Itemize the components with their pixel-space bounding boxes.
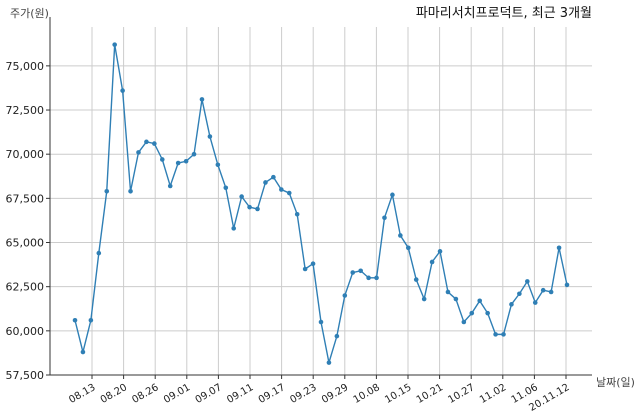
x-tick-label: 11.02 <box>478 382 508 406</box>
data-point <box>199 97 205 102</box>
data-point <box>366 275 371 281</box>
x-tick-labels: 08.13 08.20 08.26 09.01 09.07 09.11 09.17 09.23… <box>67 382 571 414</box>
data-point <box>88 317 94 323</box>
data-point <box>96 250 102 256</box>
data-point <box>215 162 221 168</box>
data-point <box>279 187 284 192</box>
x-axis-label: 날짜(일) <box>596 375 635 389</box>
data-point <box>548 289 554 295</box>
x-tick-label: 09.17 <box>257 382 287 406</box>
price-series <box>72 42 570 365</box>
data-point <box>326 360 332 365</box>
data-point <box>564 282 570 288</box>
data-point <box>477 298 483 304</box>
data-point <box>136 150 141 155</box>
data-point <box>405 245 411 251</box>
data-point <box>350 270 356 275</box>
axes <box>46 17 592 379</box>
y-tick-label: 67,500 <box>6 192 45 205</box>
y-axis-label: 주가(원) <box>10 7 49 20</box>
x-tick-label: 09.07 <box>194 382 224 406</box>
data-point <box>382 215 387 221</box>
data-point <box>485 310 490 316</box>
data-point <box>469 310 475 316</box>
y-tick-label: 60,000 <box>6 325 45 338</box>
data-point <box>532 300 538 305</box>
data-point <box>128 188 133 194</box>
data-point <box>509 302 514 307</box>
x-tick-label: 09.29 <box>320 382 350 406</box>
data-point <box>239 194 244 199</box>
grid-lines <box>50 27 592 376</box>
data-point <box>144 139 149 145</box>
x-tick-label: 10.21 <box>415 382 445 406</box>
data-point <box>271 174 276 180</box>
x-tick-label: 09.23 <box>288 382 318 406</box>
y-tick-label: 65,000 <box>6 237 45 250</box>
data-point <box>112 42 117 47</box>
data-point <box>159 157 165 162</box>
data-point <box>525 279 530 284</box>
x-tick-label: 09.01 <box>162 382 192 406</box>
data-point <box>493 332 498 337</box>
data-point <box>556 245 562 251</box>
data-point <box>263 180 268 185</box>
series-line <box>74 44 568 363</box>
data-point <box>501 332 506 337</box>
data-point <box>286 190 292 196</box>
data-point <box>255 206 260 212</box>
data-point <box>398 233 403 238</box>
data-point <box>302 266 308 272</box>
data-point <box>310 261 316 267</box>
x-tick-label: 10.27 <box>446 382 476 406</box>
data-point <box>223 185 229 191</box>
data-point <box>247 204 252 210</box>
data-point <box>231 226 237 231</box>
x-tick-label: 08.26 <box>130 382 160 406</box>
y-tick-labels: 57,500 60,000 62,500 65,000 67,500 70,000 72,5… <box>6 60 45 382</box>
data-point <box>167 183 173 189</box>
y-tick-label: 57,500 <box>6 369 45 382</box>
x-tick-label: 09.11 <box>225 382 255 406</box>
y-tick-label: 75,000 <box>6 60 45 73</box>
y-tick-label: 72,500 <box>6 104 45 117</box>
data-point <box>175 160 181 166</box>
data-point <box>80 349 86 355</box>
data-point <box>437 249 443 254</box>
data-point <box>120 88 125 93</box>
data-point <box>453 296 459 302</box>
x-tick-label: 10.08 <box>352 382 382 406</box>
data-point <box>207 134 213 139</box>
data-point <box>421 296 427 302</box>
data-point <box>318 319 324 325</box>
data-point <box>374 275 379 281</box>
data-point <box>413 277 419 282</box>
data-point <box>72 317 78 323</box>
y-tick-label: 70,000 <box>6 148 45 161</box>
x-tick-label: 10.15 <box>383 382 413 406</box>
data-point <box>191 151 197 157</box>
chart-title: 파마리서치프로덕트, 최근 3개월 <box>416 6 592 21</box>
data-point <box>461 319 467 325</box>
y-tick-label: 62,500 <box>6 281 45 294</box>
data-point <box>358 268 363 274</box>
data-point <box>517 291 522 297</box>
data-point <box>445 289 451 295</box>
data-point <box>390 192 395 198</box>
x-tick-label: 08.20 <box>99 382 129 406</box>
data-point <box>152 141 157 146</box>
data-point <box>342 293 348 298</box>
data-point <box>540 287 546 293</box>
data-point <box>104 188 110 194</box>
data-point <box>429 259 435 265</box>
data-point <box>334 333 340 339</box>
x-tick-label: 08.13 <box>67 382 97 406</box>
data-point <box>294 211 300 217</box>
data-point <box>183 158 189 164</box>
